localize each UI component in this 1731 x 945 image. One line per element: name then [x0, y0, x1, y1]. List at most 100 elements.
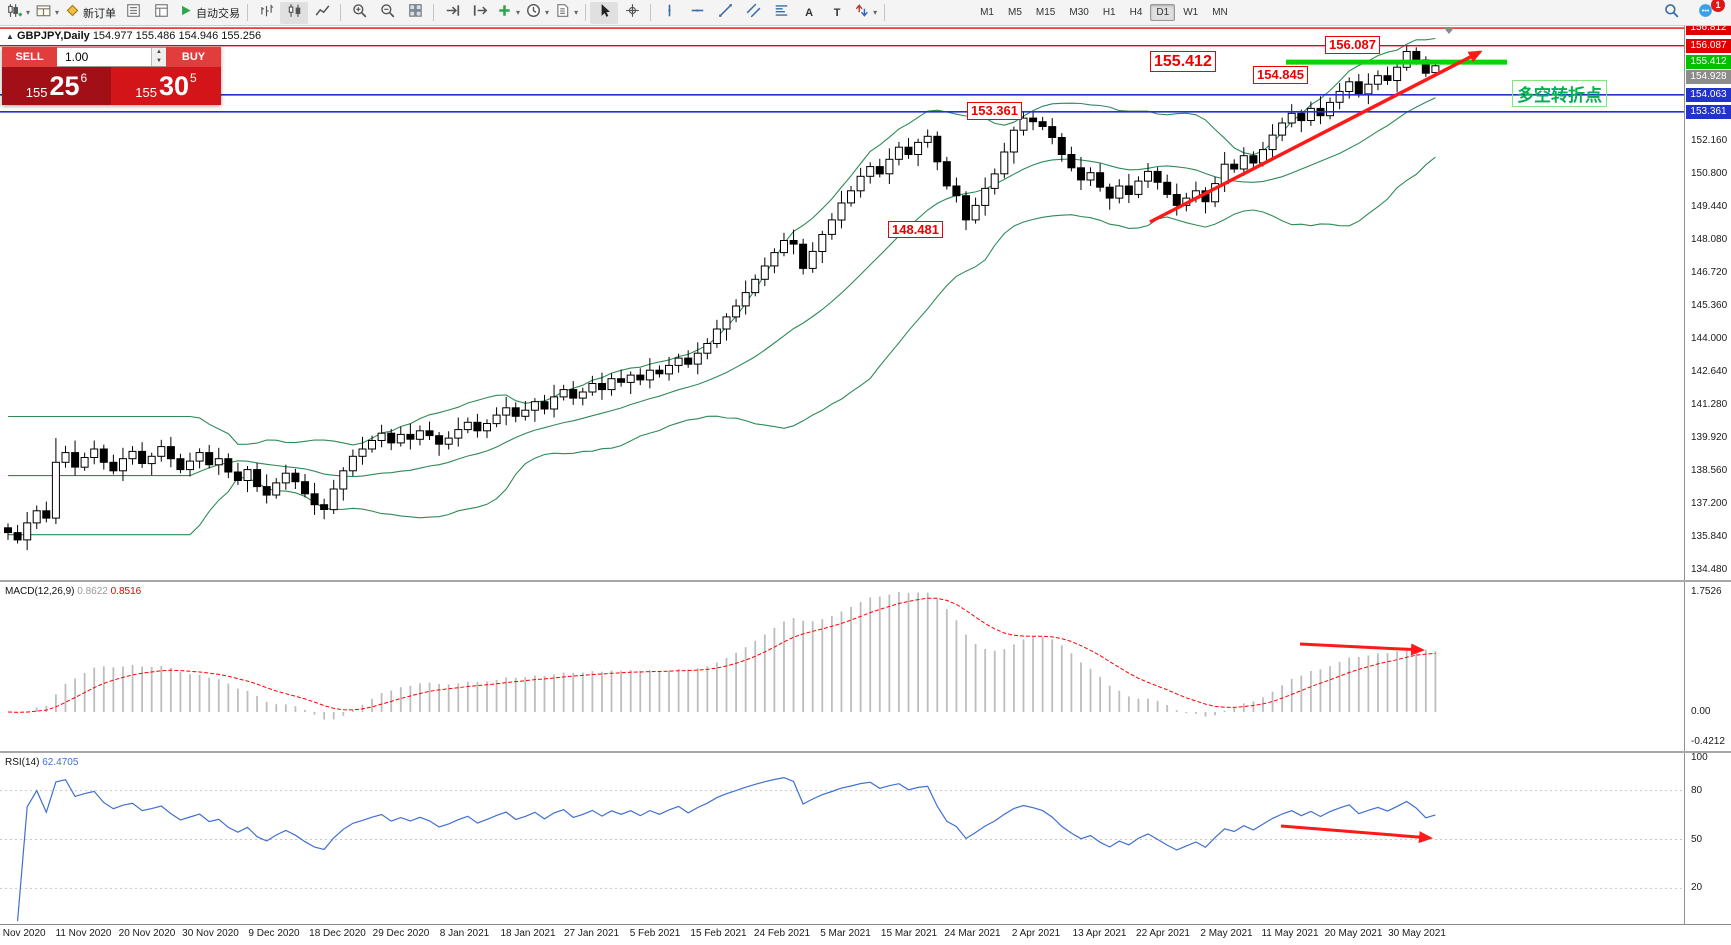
- chart-shift-marker[interactable]: [1444, 28, 1454, 34]
- volume-down-icon[interactable]: ▼: [152, 57, 166, 66]
- macd-pane[interactable]: [7, 592, 1437, 720]
- trend-arrow[interactable]: [1149, 50, 1483, 224]
- candle-body: [1412, 51, 1421, 61]
- pivot-annotation[interactable]: 多空转折点: [1512, 80, 1607, 107]
- line-chart-icon: [315, 3, 330, 23]
- label-tool-button[interactable]: T: [823, 2, 851, 24]
- volume-up-icon[interactable]: ▲: [152, 48, 166, 57]
- candle-body: [933, 135, 942, 163]
- data-window-button[interactable]: [147, 2, 175, 24]
- trendline-tool-button[interactable]: [711, 2, 739, 24]
- timeframe-m15[interactable]: M15: [1035, 7, 1056, 18]
- cursor-button[interactable]: [590, 1, 619, 24]
- toolbar: ▾ ▾ 新订单 自动交易 ▾ ▾ ▾ A T ▾ M1 M5 M15 M30 H1 H4 D1 W1 MN 1: [0, 0, 1731, 26]
- chart-shift-button[interactable]: [466, 2, 494, 24]
- volume-value[interactable]: 1.00: [65, 50, 89, 64]
- price-label-153.361[interactable]: 153.361: [967, 102, 1022, 120]
- templates-button[interactable]: ▾: [552, 2, 581, 24]
- candle-body: [1373, 75, 1382, 85]
- ask-big: 30: [158, 71, 190, 101]
- zoom-out-icon: [380, 3, 395, 23]
- zoom-out-button[interactable]: [373, 2, 401, 24]
- fibonacci-tool-button[interactable]: [767, 2, 795, 24]
- volume-stepper[interactable]: ▲ ▼: [151, 48, 166, 66]
- tile-windows-button[interactable]: [401, 2, 429, 24]
- toolbar-separator: [433, 4, 435, 21]
- timeframe-m5[interactable]: M5: [1008, 7, 1022, 18]
- candle-body: [894, 146, 903, 160]
- pane-separator-main-macd[interactable]: [0, 580, 1731, 582]
- notification-badge[interactable]: 1: [1711, 0, 1725, 12]
- search-button[interactable]: [1657, 2, 1685, 24]
- price-scale-box-154.928: 154.928: [1686, 70, 1731, 85]
- price-label-155.412[interactable]: 155.412: [1150, 51, 1216, 73]
- candle-body: [741, 292, 750, 307]
- volume-field[interactable]: 1.00 ▲ ▼: [57, 47, 166, 67]
- timeframe-h1[interactable]: H1: [1102, 7, 1116, 18]
- pane-separator-macd-rsi[interactable]: [0, 751, 1731, 753]
- rsi-pane[interactable]: [0, 776, 1684, 922]
- chart-candles-button[interactable]: [280, 1, 309, 24]
- price-label-156.087[interactable]: 156.087: [1325, 36, 1380, 54]
- market-depth-button[interactable]: [119, 2, 147, 24]
- timeframes-menu-button[interactable]: ▾: [523, 2, 552, 24]
- date-label: 18 Dec 2020: [309, 928, 366, 939]
- candle-body: [109, 461, 118, 472]
- candle-body: [176, 458, 185, 471]
- toolbar-separator: [247, 4, 249, 21]
- candle-body: [1096, 172, 1105, 188]
- timeframe-d1[interactable]: D1: [1150, 4, 1176, 21]
- candle-body: [99, 448, 108, 463]
- main-chart-pane[interactable]: [4, 37, 1440, 551]
- chevron-down-icon: ▾: [873, 8, 878, 17]
- candle-body: [71, 452, 80, 468]
- sell-button[interactable]: SELL: [2, 47, 57, 67]
- candle-body: [703, 343, 712, 354]
- candle-body: [387, 432, 396, 444]
- arrows-tool-button[interactable]: ▾: [851, 2, 880, 24]
- collapse-panel-icon[interactable]: ▲: [6, 32, 14, 41]
- zoom-in-button[interactable]: [345, 2, 373, 24]
- text-tool-button[interactable]: A: [795, 2, 823, 24]
- channel-tool-button[interactable]: [739, 2, 767, 24]
- price-tick: 149.440: [1691, 201, 1728, 213]
- add-indicator-button[interactable]: ▾: [494, 2, 523, 24]
- buy-price-button[interactable]: 155 30 5: [111, 67, 221, 105]
- timeframe-w1[interactable]: W1: [1183, 7, 1199, 18]
- rsi-arrow[interactable]: [1280, 824, 1433, 844]
- new-order-button[interactable]: 新订单: [62, 2, 119, 24]
- community-button[interactable]: 1: [1691, 0, 1725, 24]
- timeframe-mn[interactable]: MN: [1212, 7, 1228, 18]
- crosshair-button[interactable]: [618, 2, 646, 24]
- algo-trading-button[interactable]: 自动交易: [175, 2, 243, 24]
- candle-body: [607, 378, 616, 391]
- candle-body: [1115, 185, 1124, 199]
- vertical-line-tool-button[interactable]: [655, 2, 683, 24]
- price-label-148.481[interactable]: 148.481: [888, 220, 943, 239]
- candle-body: [1009, 129, 1018, 153]
- buy-button[interactable]: BUY: [166, 47, 221, 67]
- clock-icon: [526, 3, 541, 23]
- price-scale-box-155.412: 155.412: [1686, 55, 1731, 70]
- chart-line-button[interactable]: [308, 2, 336, 24]
- macd-arrow[interactable]: [1299, 642, 1425, 656]
- sell-price-button[interactable]: 155 25 6: [2, 67, 111, 105]
- horizontal-line-tool-button[interactable]: [683, 2, 711, 24]
- auto-scroll-button[interactable]: [438, 2, 466, 24]
- annotations-layer[interactable]: [0, 27, 1684, 844]
- timeframe-m30[interactable]: M30: [1069, 7, 1089, 18]
- price-label-154.845[interactable]: 154.845: [1253, 66, 1308, 84]
- chevron-down-icon: ▾: [55, 8, 60, 17]
- timeframe-h4[interactable]: H4: [1129, 7, 1143, 18]
- candle-body: [262, 486, 271, 496]
- candle-body: [1105, 186, 1114, 199]
- timeframe-m1[interactable]: M1: [980, 7, 994, 18]
- profiles-button[interactable]: ▾: [33, 2, 62, 24]
- candle-body: [32, 510, 41, 524]
- chart-bars-button[interactable]: [252, 2, 280, 24]
- candle-body: [291, 472, 300, 483]
- date-label: 24 Feb 2021: [753, 928, 811, 939]
- candle-body: [559, 389, 568, 398]
- new-chart-button[interactable]: ▾: [4, 2, 33, 24]
